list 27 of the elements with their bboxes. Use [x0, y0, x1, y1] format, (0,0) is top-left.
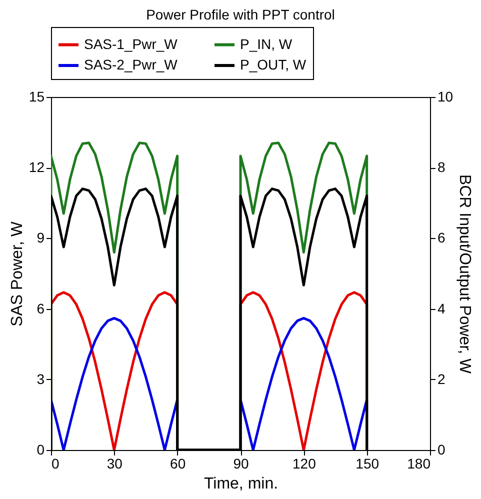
x-tick-label: 30	[106, 456, 123, 472]
y2-tick-label: 10	[438, 88, 454, 104]
y2-tick-label: 2	[438, 370, 446, 387]
x-tick-label: 120	[292, 456, 316, 472]
chart-title: Power Profile with PPT control	[146, 6, 335, 22]
y2-axis-title: BCR Input/Output Power, W	[456, 174, 474, 374]
legend-label: SAS-2_Pwr_W	[84, 56, 178, 72]
x-tick-label: 0	[52, 456, 60, 472]
y-tick-label: 9	[36, 230, 45, 246]
x-tick-label: 180	[407, 456, 431, 472]
y2-tick-label: 8	[438, 159, 446, 176]
legend-label: P_IN, W	[240, 36, 293, 52]
y-tick-label: 0	[36, 442, 45, 458]
y-tick-label: 3	[36, 370, 45, 387]
legend-label: P_OUT, W	[240, 56, 307, 72]
y-tick-label: 6	[36, 300, 45, 316]
x-tick-label: 60	[170, 456, 186, 472]
legend-label: SAS-1_Pwr_W	[84, 36, 178, 52]
y-tick-label: 15	[28, 88, 45, 104]
x-axis-title: Time, min.	[204, 476, 278, 492]
x-tick-label: 90	[233, 456, 249, 472]
y2-tick-label: 4	[438, 300, 446, 316]
x-tick-label: 150	[356, 456, 380, 472]
y-axis-title: SAS Power, W	[8, 220, 26, 326]
y-tick-label: 12	[28, 159, 45, 176]
y2-tick-label: 6	[438, 230, 446, 246]
y2-tick-label: 0	[438, 442, 446, 458]
